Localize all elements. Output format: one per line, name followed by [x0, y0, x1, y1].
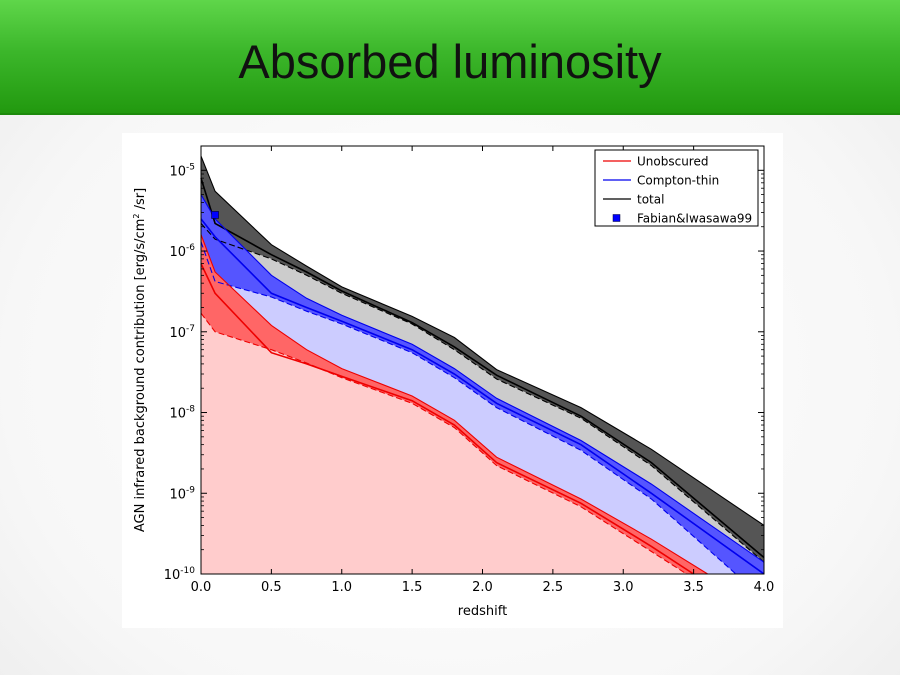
- chart-points: [211, 211, 219, 219]
- chart-lines: [200, 155, 765, 575]
- y-tick-label: 10-7: [169, 324, 195, 341]
- compton-thin-upper-line: [200, 194, 765, 563]
- unobscured-lower-line: [200, 312, 687, 575]
- y-axis-label-tail: /sr]: [133, 188, 148, 214]
- unobscured-band-lower-area: [201, 313, 687, 574]
- x-tick-label: 3.0: [613, 580, 634, 595]
- total-median-line: [200, 177, 765, 559]
- slide-title: Absorbed luminosity: [238, 35, 662, 88]
- unobscured-median-line: [200, 263, 695, 575]
- y-tick-label: 10-8: [169, 405, 195, 422]
- y-tick-base: 10: [169, 326, 186, 341]
- total-upper-line: [200, 155, 765, 526]
- legend-box: [594, 149, 759, 227]
- compton-thin-median-line: [200, 218, 765, 575]
- y-tick-exponent: -8: [186, 405, 195, 415]
- y-tick-exponent: -7: [186, 324, 195, 334]
- y-tick-exponent: -10: [180, 566, 195, 576]
- chart-svg: 0.0 0.5 1.0 1.5 2.0 2.5 3.0 3.5 4.010-1010-910-8…: [132, 145, 775, 619]
- y-axis-label-main: AGN infrared background contribution [er…: [133, 219, 148, 533]
- chart-axes: 0.0 0.5 1.0 1.5 2.0 2.5 3.0 3.5 4.010-1010-910-8…: [164, 146, 775, 595]
- y-axis-label: AGN infrared background contribution [er…: [132, 188, 148, 532]
- chart-legend: Unobscured Compton-thin total Fabian&Iwasaw…: [594, 149, 759, 227]
- y-tick-label: 10-5: [169, 162, 195, 179]
- unobscured-legend-label: Unobscured: [637, 155, 708, 169]
- x-tick-label: 4.0: [754, 580, 775, 595]
- y-tick-base: 10: [169, 164, 186, 179]
- y-tick-base: 10: [164, 568, 181, 583]
- x-tick-label: 3.5: [683, 580, 704, 595]
- fabian-iwasawa99-legend-label: Fabian&Iwasawa99: [637, 212, 752, 226]
- y-tick-base: 10: [169, 407, 186, 422]
- y-tick-label: 10-6: [169, 243, 195, 260]
- fabian-iwasawa99-legend-swatch: [612, 214, 621, 222]
- y-tick-label: 10-10: [164, 566, 196, 583]
- x-tick-label: 2.5: [543, 580, 564, 595]
- slide-header: Absorbed luminosity: [0, 0, 900, 115]
- y-axis-label-sup: 2: [132, 214, 141, 219]
- y-tick-exponent: -5: [186, 162, 195, 172]
- x-tick-label: 0.0: [191, 580, 212, 595]
- x-tick-label: 1.0: [331, 580, 352, 595]
- x-axis-label: redshift: [458, 604, 507, 619]
- compton-thin-lower-line: [200, 241, 737, 575]
- y-tick-base: 10: [169, 245, 186, 260]
- y-tick-exponent: -9: [186, 485, 195, 495]
- y-tick-base: 10: [169, 487, 186, 502]
- y-tick-exponent: -6: [186, 243, 195, 253]
- x-tick-label: 1.5: [402, 580, 423, 595]
- y-tick-label: 10-9: [169, 485, 195, 502]
- fabian-iwasawa99-marker: [211, 211, 219, 219]
- x-tick-label: 0.5: [261, 580, 282, 595]
- x-tick-label: 2.0: [472, 580, 493, 595]
- compton-thin-legend-label: Compton-thin: [637, 174, 719, 188]
- unobscured-upper-line: [200, 234, 708, 575]
- total-lower-line: [200, 223, 765, 563]
- total-legend-label: total: [637, 193, 664, 207]
- chart-figure: 0.0 0.5 1.0 1.5 2.0 2.5 3.0 3.5 4.0 10-10 10-9 10-8…: [122, 133, 783, 628]
